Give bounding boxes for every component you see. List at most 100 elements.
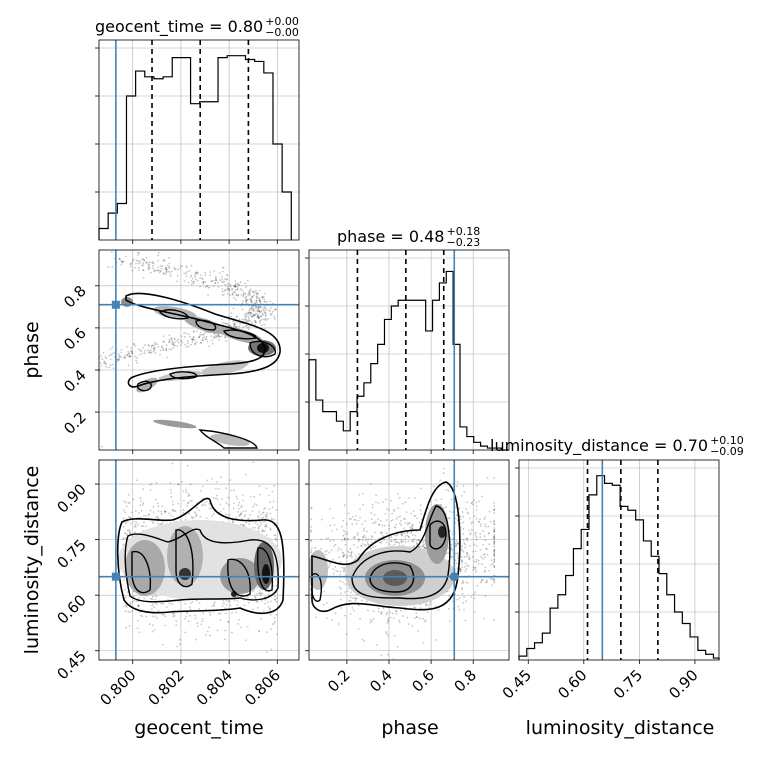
sample-point: [381, 524, 384, 527]
sample-point: [231, 611, 233, 614]
sample-point: [176, 339, 179, 342]
sample-point: [250, 309, 253, 312]
sample-point: [213, 270, 216, 272]
sample-point: [194, 278, 197, 281]
sample-point: [5, 421, 7, 423]
sample-point: [135, 262, 137, 265]
sample-point: [217, 333, 220, 336]
sample-point: [13, 408, 15, 410]
sample-point: [4, 396, 6, 398]
sample-point: [187, 492, 190, 495]
sample-point: [205, 633, 208, 636]
sample-point: [83, 352, 85, 354]
sample-point: [25, 382, 27, 384]
sample-point: [357, 604, 360, 607]
sample-point: [263, 300, 266, 303]
sample-point: [177, 338, 180, 341]
sample-point: [31, 417, 33, 419]
sample-point: [181, 480, 183, 483]
sample-point: [493, 535, 496, 538]
sample-point: [8, 409, 10, 411]
sample-point: [310, 506, 313, 509]
sample-point: [398, 621, 401, 624]
sample-point: [174, 338, 176, 341]
sample-point: [388, 536, 390, 539]
sample-point: [464, 562, 467, 565]
sample-point: [201, 497, 204, 500]
sample-point: [245, 299, 247, 302]
sample-point: [358, 553, 360, 556]
sample-point: [237, 283, 240, 286]
sample-point: [265, 309, 267, 312]
sample-point: [342, 581, 344, 584]
sample-point: [449, 529, 452, 532]
contour-line: [125, 292, 281, 388]
sample-point: [39, 433, 41, 435]
sample-point: [196, 271, 199, 274]
sample-point: [225, 323, 228, 325]
sample-point: [244, 510, 247, 512]
sample-point: [15, 431, 17, 433]
sample-point: [310, 526, 313, 528]
sample-point: [387, 620, 390, 623]
sample-point: [346, 537, 349, 540]
sample-point: [151, 604, 153, 607]
sample-point: [244, 301, 247, 304]
sample-point: [187, 495, 190, 497]
sample-point: [392, 617, 395, 620]
sample-point: [187, 281, 190, 284]
sample-point: [249, 313, 252, 316]
sample-point: [194, 512, 197, 515]
sample-point: [74, 363, 76, 365]
sample-point: [479, 518, 481, 521]
sample-point: [42, 431, 44, 433]
sample-point: [121, 262, 123, 264]
sample-point: [354, 554, 357, 557]
sample-point: [257, 530, 260, 533]
sample-point: [254, 289, 257, 292]
sample-point: [5, 417, 7, 419]
sample-point: [371, 503, 374, 506]
sample-point: [342, 555, 345, 558]
sample-point: [263, 323, 266, 326]
sample-point: [327, 537, 330, 540]
sample-point: [4, 393, 6, 395]
sample-point: [53, 432, 55, 434]
sample-point: [227, 287, 230, 290]
sample-point: [120, 348, 123, 351]
sample-point: [196, 622, 199, 625]
sample-point: [395, 610, 398, 613]
sample-point: [169, 488, 172, 491]
sample-point: [250, 311, 253, 314]
sample-point: [2, 394, 4, 396]
sample-point: [252, 294, 255, 297]
sample-point: [45, 369, 47, 371]
sample-point: [210, 335, 213, 338]
sample-point: [84, 443, 86, 445]
sample-point: [31, 423, 33, 425]
sample-point: [59, 441, 61, 443]
sample-point: [153, 348, 156, 351]
sample-point: [191, 277, 194, 280]
sample-point: [240, 512, 243, 515]
sample-point: [37, 383, 39, 385]
sample-point: [351, 523, 354, 525]
sample-point: [239, 288, 242, 290]
sample-point: [251, 510, 254, 512]
sample-point: [242, 295, 245, 298]
sample-point: [60, 371, 62, 373]
sample-point: [233, 285, 236, 288]
sample-point: [247, 595, 249, 598]
sample-point: [11, 426, 13, 428]
sample-point: [95, 451, 97, 453]
sample-point: [240, 293, 243, 296]
sample-point: [265, 513, 268, 516]
sample-point: [61, 443, 63, 445]
sample-point: [15, 397, 17, 399]
sample-point: [89, 450, 91, 452]
sample-point: [16, 400, 18, 402]
sample-point: [156, 515, 159, 518]
sample-point: [141, 615, 143, 618]
sample-point: [448, 595, 451, 597]
